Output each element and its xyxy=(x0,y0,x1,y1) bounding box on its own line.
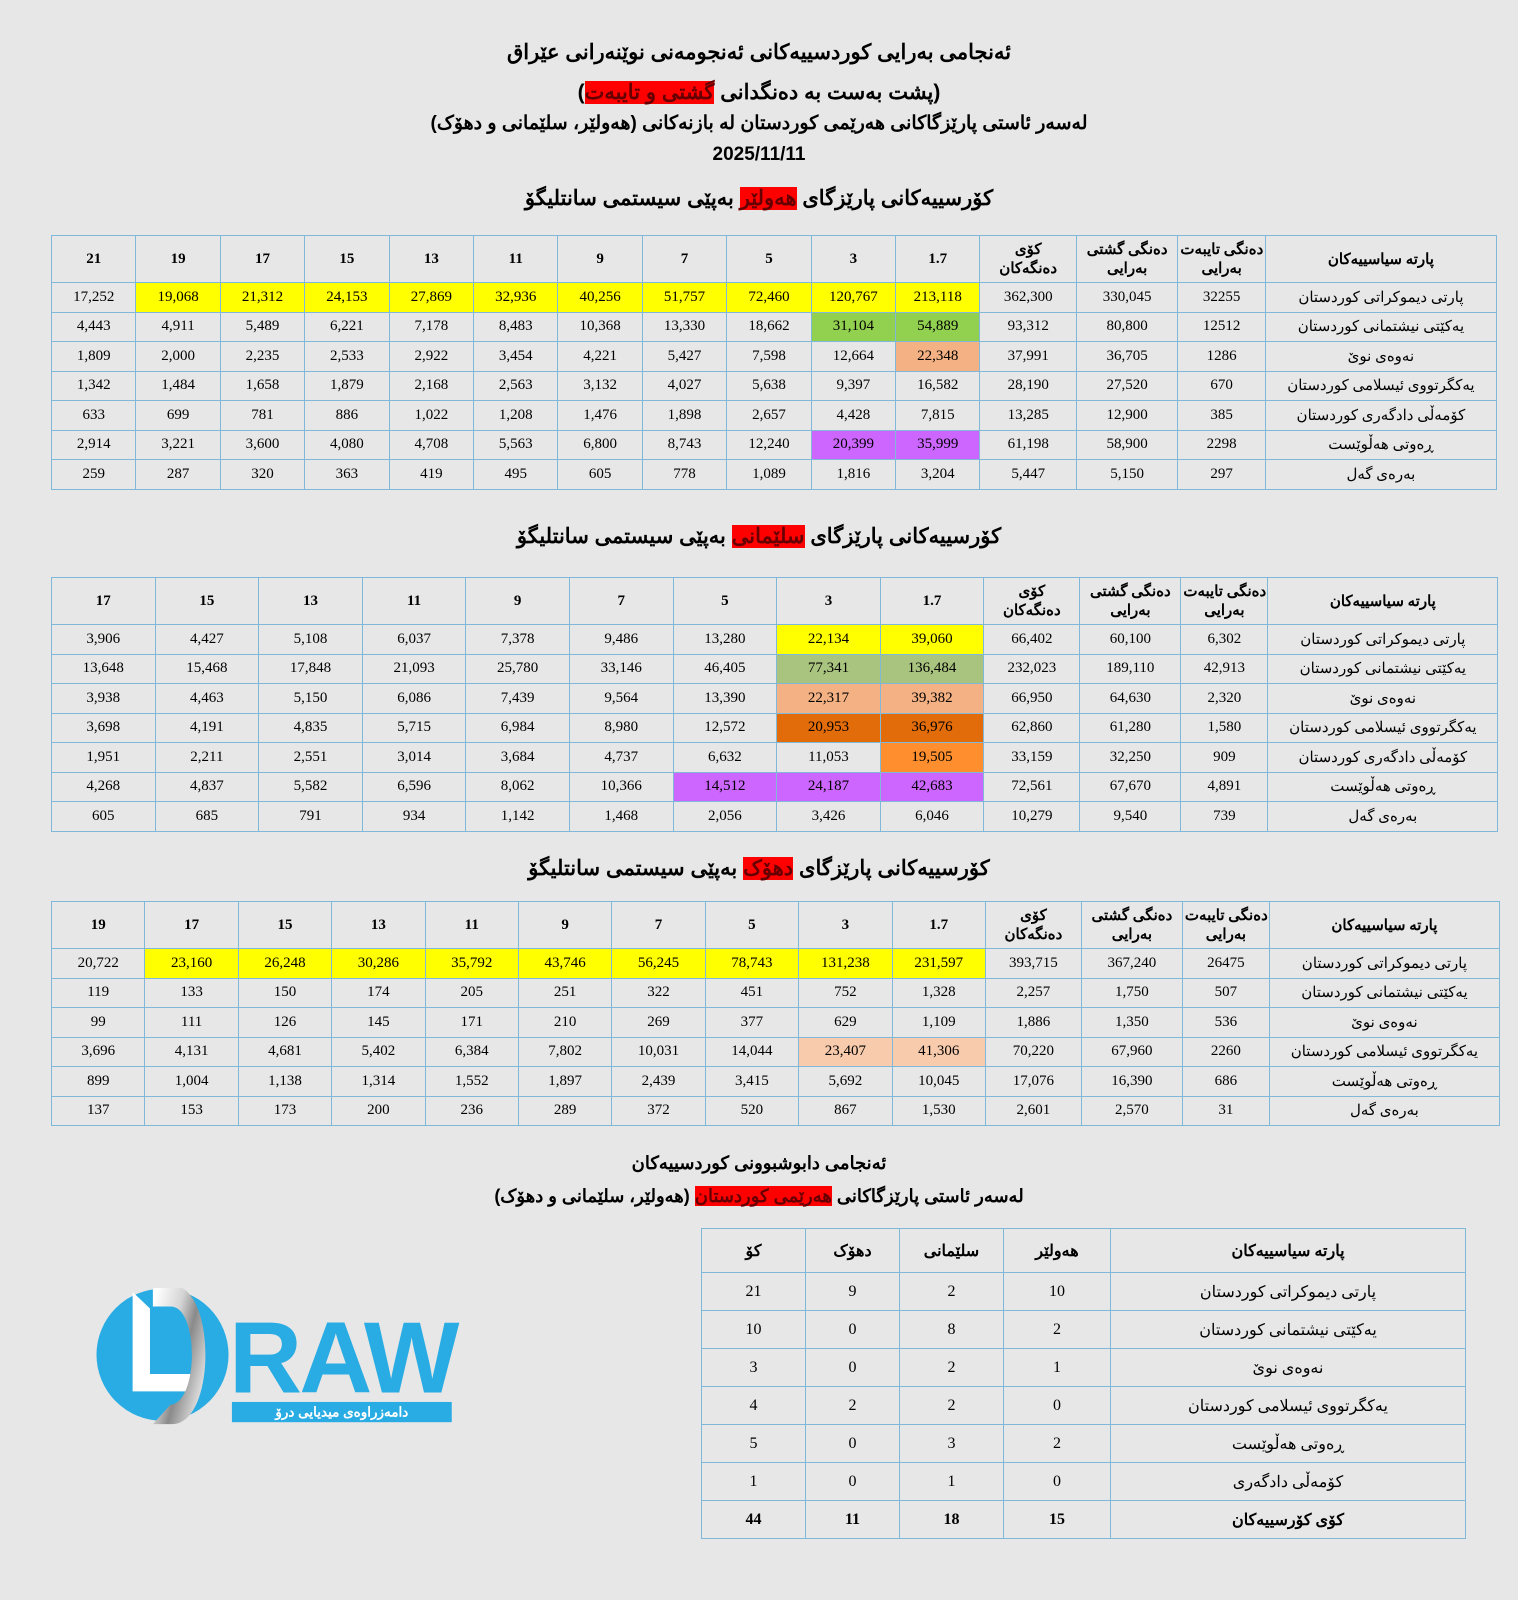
svg-text:دامەزراوەی میدیایی درۆ: دامەزراوەی میدیایی درۆ xyxy=(274,1404,408,1420)
svg-text:RAW: RAW xyxy=(229,1301,460,1414)
